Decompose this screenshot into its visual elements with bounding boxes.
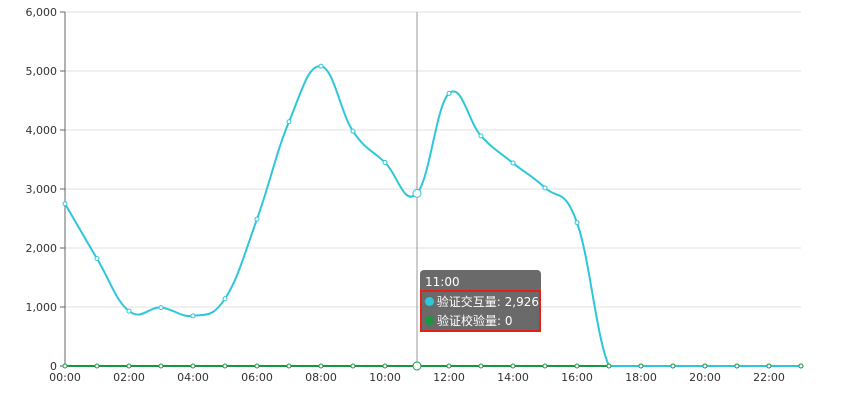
x-tick-label: 08:00 xyxy=(305,371,337,384)
data-point xyxy=(574,220,580,226)
x-tick-label: 02:00 xyxy=(113,371,145,384)
series-color-dot xyxy=(425,297,434,306)
data-point xyxy=(670,363,676,369)
tooltip-highlight-box: 验证交互量: 2,926 验证校验量: 0 xyxy=(420,290,541,332)
x-tick-label: 16:00 xyxy=(561,371,593,384)
data-point xyxy=(798,363,804,369)
data-point xyxy=(412,188,422,198)
data-point xyxy=(478,363,484,369)
data-point xyxy=(190,363,196,369)
y-tick-label: 3,000 xyxy=(26,183,58,196)
tooltip-row-check: 验证校验量: 0 xyxy=(422,311,539,330)
data-point xyxy=(382,363,388,369)
series-color-dot xyxy=(425,316,434,325)
y-tick-label: 1,000 xyxy=(26,301,58,314)
data-point xyxy=(350,363,356,369)
data-point xyxy=(318,363,324,369)
x-tick-label: 14:00 xyxy=(497,371,529,384)
data-point xyxy=(510,160,516,166)
y-tick-label: 6,000 xyxy=(26,6,58,19)
data-point xyxy=(222,363,228,369)
data-point xyxy=(382,159,388,165)
y-tick-label: 0 xyxy=(50,360,57,373)
x-tick-label: 00:00 xyxy=(49,371,81,384)
data-point xyxy=(446,363,452,369)
x-tick-label: 18:00 xyxy=(625,371,657,384)
data-point xyxy=(126,308,132,314)
data-point xyxy=(350,128,356,134)
tooltip-title: 11:00 xyxy=(425,275,460,289)
x-tick-label: 12:00 xyxy=(433,371,465,384)
data-point xyxy=(62,201,68,207)
data-point xyxy=(94,256,100,262)
data-point xyxy=(446,90,452,96)
data-point xyxy=(574,363,580,369)
x-tick-label: 06:00 xyxy=(241,371,273,384)
x-tick-label: 10:00 xyxy=(369,371,401,384)
y-tick-label: 5,000 xyxy=(26,65,58,78)
tooltip: 11:00 验证交互量: 2,926 验证校验量: 0 xyxy=(420,270,541,332)
data-point xyxy=(254,216,260,222)
data-point xyxy=(412,361,422,371)
data-point xyxy=(478,133,484,139)
data-point xyxy=(158,305,164,311)
tooltip-row-interaction: 验证交互量: 2,926 xyxy=(422,292,539,311)
data-point xyxy=(766,363,772,369)
data-point xyxy=(318,63,324,69)
y-tick-label: 4,000 xyxy=(26,124,58,137)
data-point xyxy=(702,363,708,369)
tooltip-row-label: 验证交互量: 2,926 xyxy=(436,295,539,309)
x-tick-label: 20:00 xyxy=(689,371,721,384)
x-tick-label: 04:00 xyxy=(177,371,209,384)
data-point xyxy=(638,363,644,369)
data-point xyxy=(62,363,68,369)
data-point xyxy=(542,185,548,191)
data-point xyxy=(286,119,292,125)
data-point xyxy=(510,363,516,369)
data-point xyxy=(734,363,740,369)
data-point xyxy=(254,363,260,369)
data-point xyxy=(190,313,196,319)
data-point xyxy=(158,363,164,369)
data-point xyxy=(606,363,612,369)
data-point xyxy=(542,363,548,369)
tooltip-row-label: 验证校验量: 0 xyxy=(437,314,513,328)
data-point xyxy=(222,296,228,302)
data-point xyxy=(94,363,100,369)
x-tick-label: 22:00 xyxy=(753,371,785,384)
y-tick-label: 2,000 xyxy=(26,242,58,255)
data-point xyxy=(286,363,292,369)
data-point xyxy=(126,363,132,369)
